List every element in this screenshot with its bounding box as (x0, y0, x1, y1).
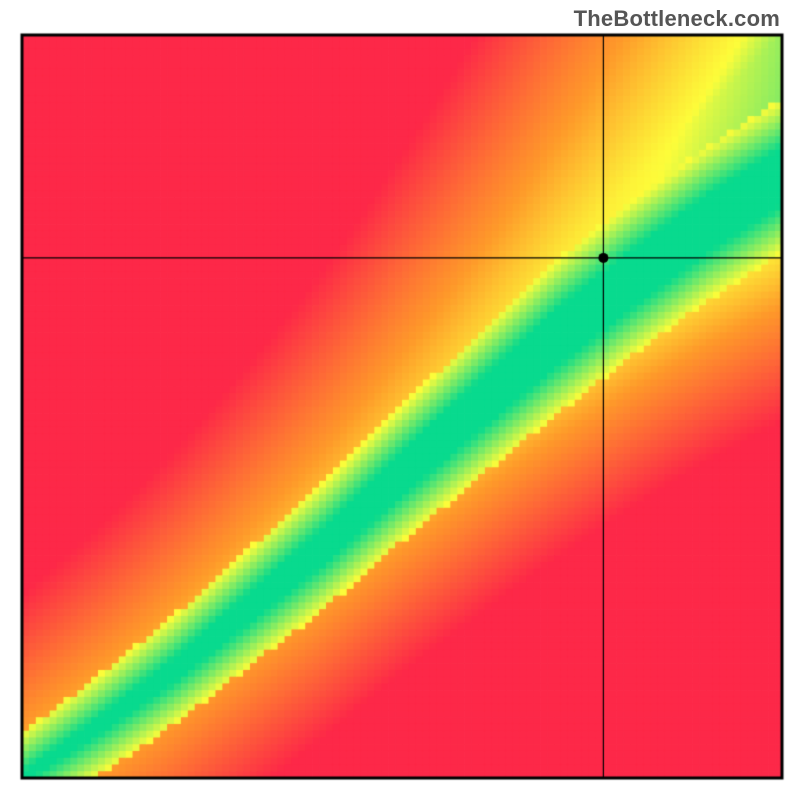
watermark-text: TheBottleneck.com (574, 6, 780, 32)
chart-container: TheBottleneck.com (0, 0, 800, 800)
bottleneck-heatmap-canvas (0, 0, 800, 800)
